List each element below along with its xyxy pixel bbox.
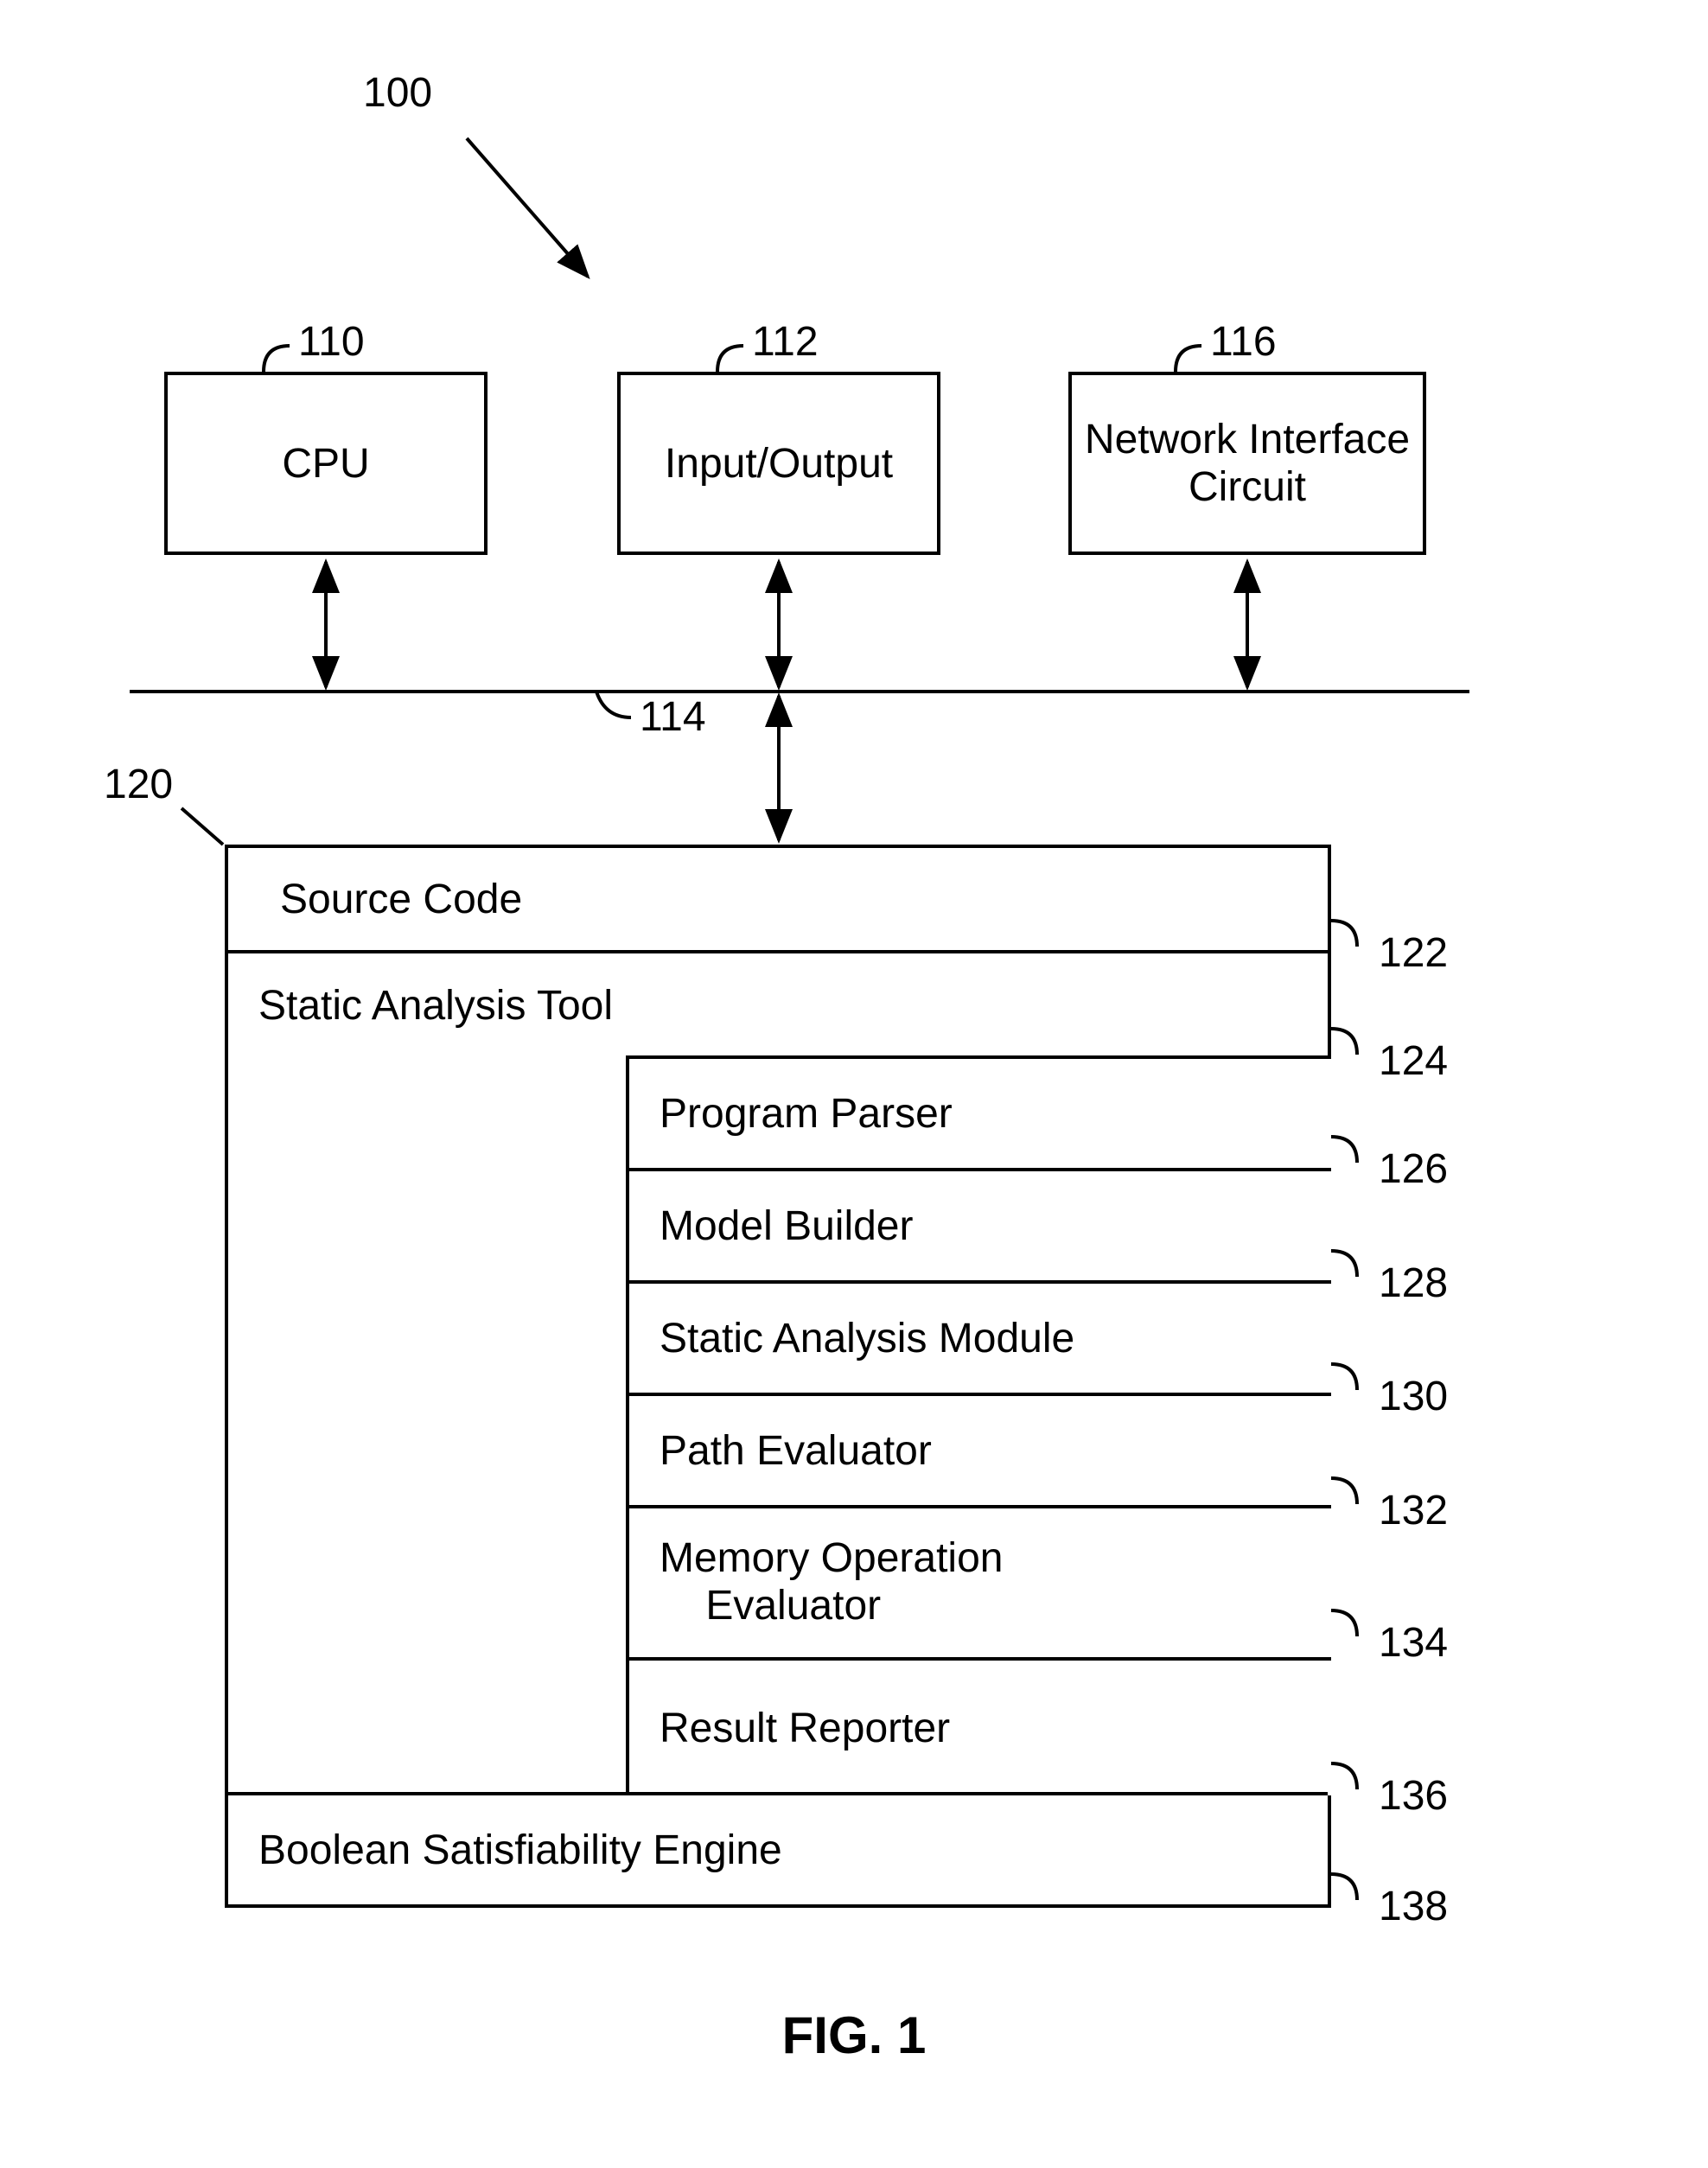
block-nic-label: Network Interface Circuit [1080,416,1414,511]
cap-116 [1176,346,1201,372]
hook-136 [1331,1763,1357,1789]
ref-122: 122 [1379,929,1448,977]
cap-112 [717,346,743,372]
block-nic: Network Interface Circuit [1068,372,1426,555]
row-static-analysis-module: Static Analysis Module [626,1280,1331,1393]
hook-124 [1331,1029,1357,1055]
hook-128 [1331,1251,1357,1277]
ref-126: 126 [1379,1145,1448,1193]
label-model-builder: Model Builder [660,1202,913,1250]
label-path-evaluator: Path Evaluator [660,1427,932,1475]
row-program-parser: Program Parser [626,1055,1331,1168]
ref-132: 132 [1379,1487,1448,1534]
label-static-analysis-module: Static Analysis Module [660,1315,1074,1362]
ref-114: 114 [640,693,706,741]
row-memory-op-evaluator: Memory Operation Evaluator [626,1505,1331,1657]
ref-120: 120 [104,761,173,808]
label-program-parser: Program Parser [660,1090,953,1138]
block-cpu: CPU [164,372,488,555]
ref-124: 124 [1379,1037,1448,1085]
ref-128: 128 [1379,1259,1448,1307]
block-io-label: Input/Output [665,440,893,488]
ref-136: 136 [1379,1772,1448,1820]
ref-116: 116 [1210,318,1277,366]
label-source-code: Source Code [280,876,522,923]
block-diagram: 100 CPU 110 Input/Output 112 Network Int… [0,0,1708,2168]
row-model-builder: Model Builder [626,1168,1331,1280]
label-bool-sat-engine: Boolean Satisfiability Engine [258,1827,782,1874]
hook-138 [1331,1874,1357,1900]
ref-138: 138 [1379,1883,1448,1930]
ref-130: 130 [1379,1373,1448,1420]
hook-134 [1331,1610,1357,1636]
row-path-evaluator: Path Evaluator [626,1393,1331,1505]
arrow-100 [467,138,588,277]
label-result-reporter: Result Reporter [660,1705,950,1752]
ref-112: 112 [752,318,819,366]
cap-110 [264,346,290,372]
ref-134: 134 [1379,1619,1448,1667]
ref-100: 100 [363,69,432,117]
leader-120 [182,808,223,845]
block-io: Input/Output [617,372,940,555]
hook-130 [1331,1364,1357,1390]
hook-122 [1331,921,1357,947]
label-static-analysis-tool: Static Analysis Tool [258,982,613,1030]
memory-container: Source Code Static Analysis Tool Program… [225,845,1331,1908]
label-memory-op-evaluator: Memory Operation Evaluator [660,1534,1003,1629]
hook-126 [1331,1137,1357,1163]
row-result-reporter: Result Reporter [626,1657,1331,1795]
figure-caption: FIG. 1 [0,2005,1708,2065]
block-cpu-label: CPU [282,440,369,488]
row-bool-sat-engine: Boolean Satisfiability Engine [228,1792,1328,1904]
row-source-code: Source Code [228,848,1328,953]
ref-110: 110 [298,318,365,366]
leader-114 [596,692,631,717]
hook-132 [1331,1478,1357,1504]
